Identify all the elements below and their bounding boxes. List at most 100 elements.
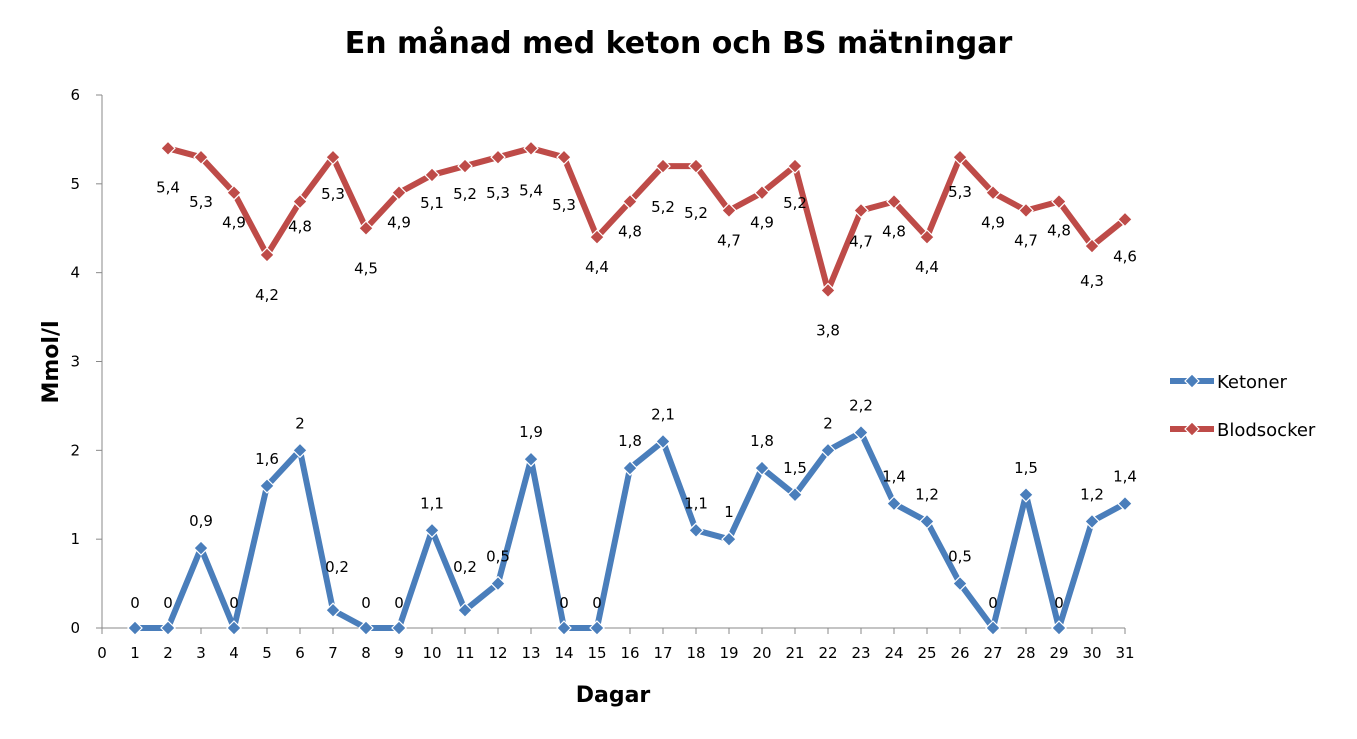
data-point	[919, 513, 935, 530]
data-point	[1018, 202, 1034, 219]
x-tick-label: 3	[196, 644, 206, 662]
data-point	[523, 140, 539, 157]
y-tick-label: 6	[70, 86, 80, 104]
data-label: 5,2	[783, 194, 807, 212]
data-point	[589, 620, 605, 636]
data-label: 0,5	[948, 548, 972, 566]
data-label: 0	[361, 594, 371, 612]
data-label: 0	[559, 594, 569, 612]
x-tick-label: 19	[719, 644, 738, 662]
legend-item-ketoner: Ketoner	[1170, 372, 1288, 393]
data-label: 4,4	[585, 258, 609, 276]
data-point	[523, 451, 539, 468]
data-point	[655, 158, 671, 174]
x-tick-label: 28	[1016, 644, 1035, 662]
x-tick-label: 22	[818, 644, 837, 662]
data-point	[259, 247, 275, 263]
data-point	[622, 193, 638, 210]
data-point	[853, 424, 869, 441]
data-point	[721, 202, 737, 219]
data-point	[886, 495, 902, 512]
data-label: 4,9	[750, 214, 774, 232]
data-label: 5,2	[684, 204, 708, 222]
data-point	[391, 184, 407, 201]
x-tick-label: 20	[752, 644, 771, 662]
x-tick-label: 4	[229, 644, 239, 662]
data-point	[325, 149, 341, 166]
series-blodsocker	[160, 140, 1133, 299]
data-point	[787, 486, 803, 503]
data-point	[457, 158, 473, 174]
data-point	[292, 193, 308, 210]
data-point	[1084, 238, 1100, 254]
data-point	[127, 620, 143, 636]
data-point	[490, 575, 506, 592]
data-label: 2,1	[651, 405, 675, 423]
data-label: 0,2	[325, 558, 349, 576]
x-tick-label: 18	[686, 644, 705, 662]
data-label: 1,4	[1113, 468, 1137, 486]
data-point	[193, 149, 209, 166]
data-label: 1,5	[783, 459, 807, 477]
x-tick-label: 26	[950, 644, 969, 662]
data-label: 1,8	[618, 432, 642, 450]
data-point	[160, 140, 176, 157]
data-point	[952, 575, 968, 592]
data-point	[688, 158, 704, 174]
x-tick-label: 29	[1049, 644, 1068, 662]
data-point	[919, 229, 935, 245]
x-tick-label: 30	[1082, 644, 1101, 662]
data-label: 0,5	[486, 548, 510, 566]
data-point	[622, 460, 638, 476]
legend-marker	[1184, 421, 1200, 437]
legend-marker	[1184, 373, 1200, 389]
data-label: 5,3	[321, 185, 345, 203]
data-point	[787, 158, 803, 174]
data-label: 1,8	[750, 432, 774, 450]
x-tick-label: 17	[653, 644, 672, 662]
data-point	[721, 531, 737, 548]
data-label: 5,3	[486, 184, 510, 202]
data-label: 4,8	[618, 223, 642, 241]
x-tick-label: 2	[163, 644, 173, 662]
data-label: 1,4	[882, 468, 906, 486]
data-point	[754, 460, 770, 476]
data-label: 4,9	[222, 214, 246, 232]
data-point	[358, 220, 374, 237]
data-labels: 0 0 0,9 0 1,6 2 0,2 0 0 1,1 0,2 0,5 1,9 0 0 1,8 2,1 1,1 1 1…	[130, 178, 1137, 612]
data-point	[1051, 193, 1067, 210]
data-label: 4,7	[1014, 231, 1038, 249]
data-point	[952, 149, 968, 166]
data-label: 4,9	[981, 214, 1005, 232]
data-label: 0,9	[189, 512, 213, 530]
data-point	[193, 540, 209, 556]
data-point	[820, 282, 836, 299]
data-point	[556, 149, 572, 166]
data-point	[688, 522, 704, 539]
data-point	[424, 167, 440, 183]
data-label: 0	[988, 594, 998, 612]
data-label: 1,9	[519, 423, 543, 441]
data-point	[985, 184, 1001, 201]
data-point	[1018, 486, 1034, 503]
legend-item-blodsocker: Blodsocker	[1170, 420, 1316, 441]
x-tick-label: 24	[884, 644, 903, 662]
data-point	[1117, 211, 1133, 228]
data-label: 4,9	[387, 214, 411, 232]
x-tick-label: 16	[620, 644, 639, 662]
series-ketoner	[127, 424, 1133, 636]
data-label: 4,7	[717, 231, 741, 249]
y-tick-label: 1	[70, 530, 80, 548]
data-point	[325, 602, 341, 619]
data-label: 1,2	[1080, 485, 1104, 503]
data-label: 0,2	[453, 558, 477, 576]
legend-label: Ketoner	[1217, 372, 1288, 393]
data-point	[853, 202, 869, 219]
y-tick-label: 5	[70, 175, 80, 193]
data-point	[1084, 513, 1100, 530]
data-label: 0	[394, 594, 404, 612]
data-label: 2	[295, 414, 305, 432]
data-point	[556, 620, 572, 636]
data-label: 1	[724, 503, 734, 521]
